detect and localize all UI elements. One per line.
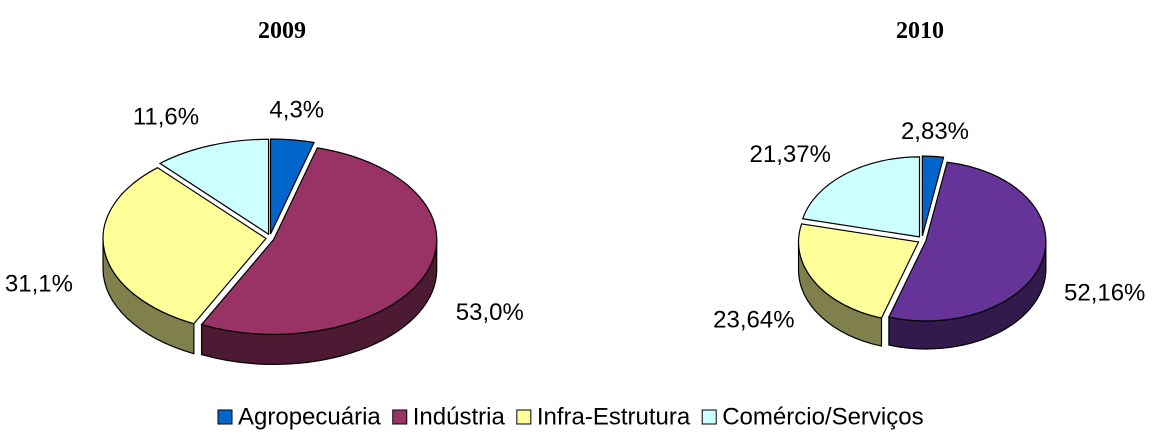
pie-slice — [269, 138, 315, 235]
legend-swatch — [392, 409, 408, 425]
pie-slice — [801, 156, 921, 238]
chart-title: 2009 — [258, 18, 306, 44]
legend-label: Agropecuária — [238, 403, 381, 430]
legend-label: Comércio/Serviços — [722, 403, 923, 430]
data-label: 2,83% — [901, 118, 969, 145]
pie-slice — [797, 223, 920, 319]
legend-swatch — [217, 409, 233, 425]
pie-slice — [887, 161, 1047, 322]
data-label: 52,16% — [1064, 280, 1145, 307]
data-label: 21,37% — [750, 141, 831, 168]
data-label: 11,6% — [133, 104, 199, 131]
data-label: 4,3% — [269, 96, 324, 123]
chart-title: 2010 — [896, 18, 944, 44]
pie-slice — [200, 147, 438, 336]
data-label: 31,1% — [5, 271, 73, 298]
legend-swatch — [701, 409, 717, 425]
legend-label: Indústria — [413, 403, 506, 430]
data-label: 53,0% — [456, 299, 524, 326]
legend-label: Infra-Estrutura — [537, 403, 691, 430]
pie-slice — [158, 138, 270, 236]
legend-swatch — [516, 409, 532, 425]
data-label: 23,64% — [713, 306, 794, 333]
pie-slice — [102, 166, 267, 325]
pie-slice — [921, 155, 945, 237]
